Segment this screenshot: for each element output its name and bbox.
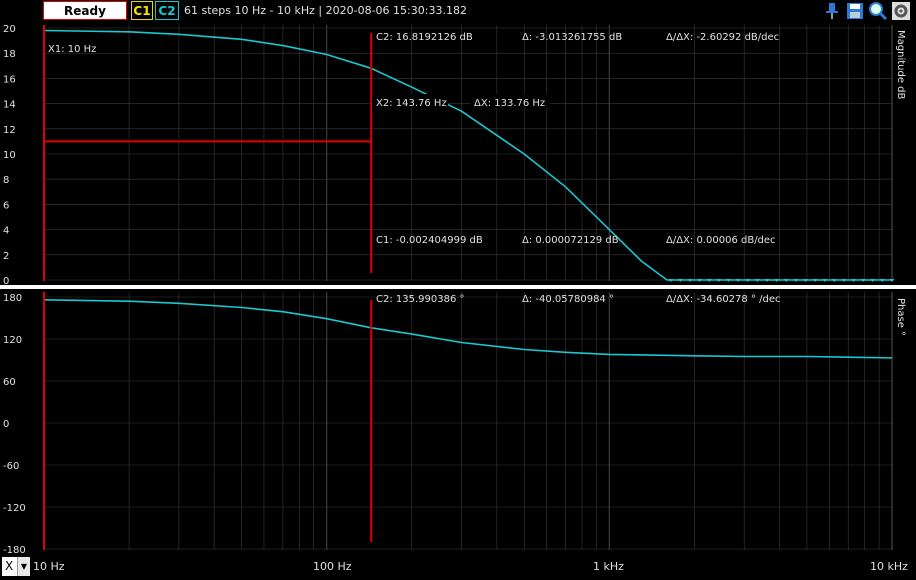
y-tick-label: 18 <box>3 49 16 60</box>
mag-c2-delta: Δ: -3.013261755 dB <box>522 32 622 43</box>
data-marker <box>860 279 866 282</box>
dx-readout: ΔX: 133.76 Hz <box>474 98 545 109</box>
series-line <box>43 29 892 281</box>
data-marker <box>745 279 751 282</box>
zoom-icon[interactable] <box>868 1 888 21</box>
panel-divider[interactable] <box>0 285 916 289</box>
data-marker <box>687 279 693 282</box>
data-marker <box>668 279 674 282</box>
x-axis-selector-label: X <box>5 559 14 573</box>
y-tick-label: 2 <box>3 251 9 262</box>
data-marker <box>735 279 741 282</box>
y-tick-label: 20 <box>3 24 16 35</box>
data-marker <box>677 279 683 282</box>
phase-axis-title: Phase ° <box>895 298 906 336</box>
magnitude-axis-title: Magnitude dB <box>895 30 906 100</box>
data-marker <box>802 279 808 282</box>
x1-readout: X1: 10 Hz <box>48 44 96 55</box>
mag-c2-slope: Δ/ΔX: -2.60292 dB/dec <box>666 32 779 43</box>
chevron-down-icon: ▼ <box>17 557 30 576</box>
y-tick-label: -60 <box>3 461 19 472</box>
mag-c1-delta: Δ: 0.000072129 dB <box>522 235 619 246</box>
y-tick-label: 12 <box>3 125 16 136</box>
toolbar: Ready C1 C2 61 steps 10 Hz - 10 kHz | 20… <box>0 0 916 22</box>
x-tick-label: 100 Hz <box>313 560 352 573</box>
traces <box>43 29 895 359</box>
series-line <box>43 299 893 359</box>
y-tick-label: 60 <box>3 377 16 388</box>
data-marker <box>716 279 722 282</box>
x-tick-label: 10 kHz <box>870 560 908 573</box>
x-tick-label: 1 kHz <box>593 560 624 573</box>
data-marker <box>697 279 703 282</box>
data-marker <box>793 279 799 282</box>
y-tick-label: 120 <box>3 335 22 346</box>
data-marker <box>822 279 828 282</box>
y-tick-label: 0 <box>3 419 9 430</box>
data-marker <box>831 279 837 282</box>
data-marker <box>889 279 895 282</box>
mag-c2-value: C2: 16.8192126 dB <box>376 32 473 43</box>
data-marker <box>774 279 780 282</box>
settings-icon[interactable] <box>891 1 911 21</box>
phase-c2-value: C2: 135.990386 ° <box>376 294 465 305</box>
y-tick-label: 16 <box>3 74 16 85</box>
x2-readout: X2: 143.76 Hz <box>376 98 447 109</box>
x-axis-selector[interactable]: X ▼ <box>2 557 30 576</box>
sweep-info: 61 steps 10 Hz - 10 kHz | 2020-08-06 15:… <box>184 4 467 17</box>
data-marker <box>764 279 770 282</box>
y-tick-label: 180 <box>3 293 22 304</box>
y-tick-label: 0 <box>3 276 9 287</box>
mag-c1-value: C1: -0.002404999 dB <box>376 235 483 246</box>
data-marker <box>851 279 857 282</box>
data-marker <box>812 279 818 282</box>
data-marker <box>754 279 760 282</box>
y-tick-label: 4 <box>3 226 9 237</box>
cursor-c1-toggle[interactable]: C1 <box>131 1 153 20</box>
y-tick-label: 8 <box>3 175 9 186</box>
dx-readout-bg <box>470 94 550 108</box>
data-marker <box>870 279 876 282</box>
cursor-c2-toggle[interactable]: C2 <box>155 1 179 20</box>
save-icon[interactable] <box>845 1 865 21</box>
x2-readout-bg <box>372 94 448 108</box>
data-marker <box>841 279 847 282</box>
data-marker <box>879 279 885 282</box>
cursors[interactable] <box>43 25 373 550</box>
mag-c1-slope: Δ/ΔX: 0.00006 dB/dec <box>666 235 776 246</box>
y-tick-label: 14 <box>3 100 16 111</box>
phase-c2-slope: Δ/ΔX: -34.60278 ° /dec <box>666 294 781 305</box>
data-marker <box>726 279 732 282</box>
y-tick-label: 10 <box>3 150 16 161</box>
status-button[interactable]: Ready <box>43 1 127 20</box>
x-tick-label: 10 Hz <box>33 560 65 573</box>
pin-icon[interactable] <box>822 1 842 21</box>
y-tick-label: 6 <box>3 200 9 211</box>
phase-c2-delta: Δ: -40.05780984 ° <box>522 294 614 305</box>
data-marker <box>783 279 789 282</box>
data-marker <box>706 279 712 282</box>
y-tick-label: -120 <box>3 503 26 514</box>
y-tick-label: -180 <box>3 545 26 556</box>
